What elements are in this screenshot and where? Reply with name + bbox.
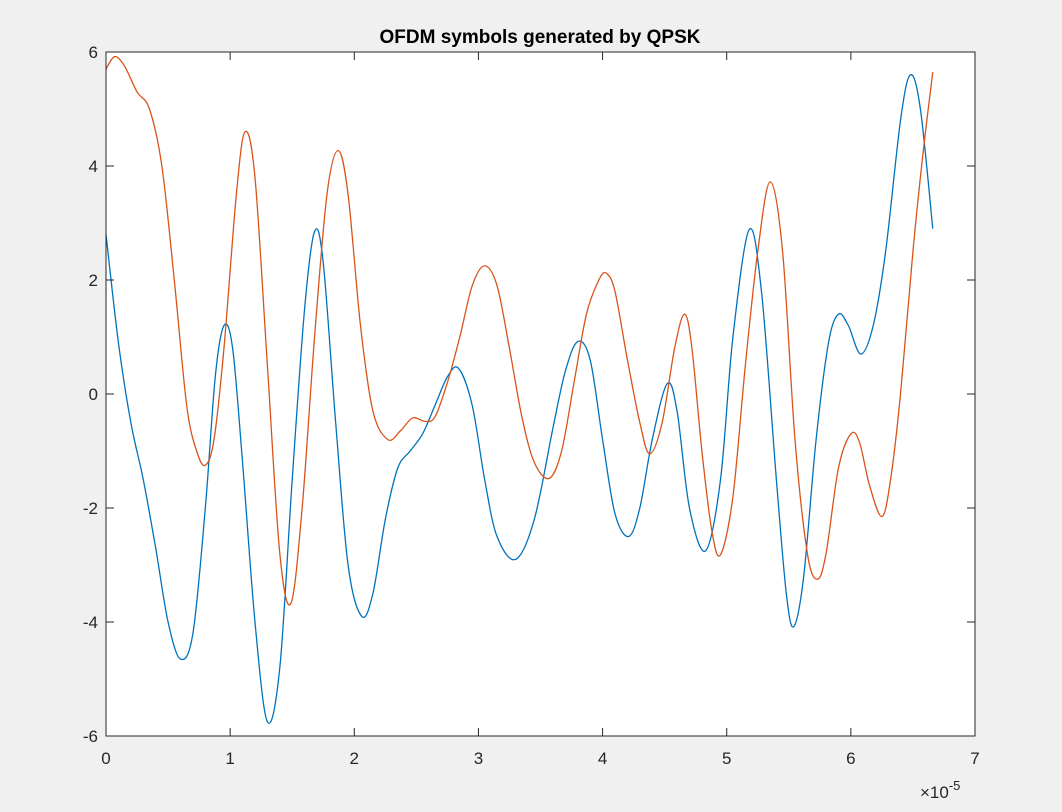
y-tick-label: 2 (89, 271, 98, 290)
y-tick-label: 6 (89, 43, 98, 62)
chart-title: OFDM symbols generated by QPSK (380, 27, 701, 48)
x-tick-label: 6 (846, 749, 855, 768)
x-tick-label: 7 (970, 749, 979, 768)
x-tick-label: 5 (722, 749, 731, 768)
x-tick-label: 2 (350, 749, 359, 768)
y-tick-label: -6 (83, 727, 98, 746)
y-tick-label: -4 (83, 613, 98, 632)
y-axis: -6 -4 -2 0 2 4 6 (83, 43, 975, 746)
x-exponent-label: ×10-5 (920, 778, 960, 802)
x-tick-label: 1 (225, 749, 234, 768)
y-tick-label: 4 (89, 157, 98, 176)
y-tick-label: -2 (83, 499, 98, 518)
series-layer (105, 55, 934, 724)
x-tick-label: 4 (598, 749, 607, 768)
x-exponent-power: -5 (949, 778, 961, 793)
x-tick-label: 3 (474, 749, 483, 768)
y-tick-label: 0 (89, 385, 98, 404)
x-axis: 0 1 2 3 4 5 6 7 (101, 52, 980, 768)
x-tick-label: 0 (101, 749, 110, 768)
plot-area (106, 52, 975, 736)
series-line-2 (105, 55, 934, 606)
series-line-1 (105, 74, 934, 724)
